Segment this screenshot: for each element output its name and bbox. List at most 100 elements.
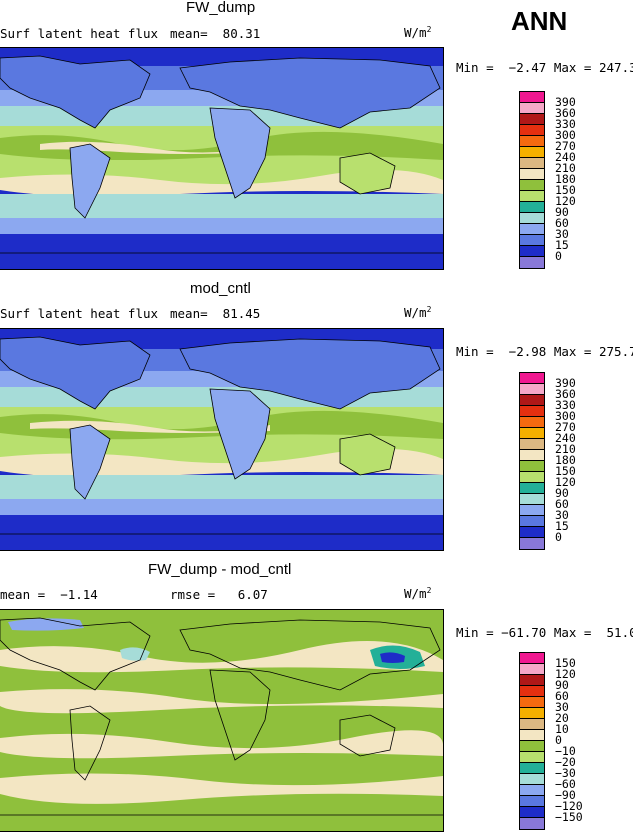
level-label: 30: [555, 700, 569, 714]
swatch: [520, 417, 544, 428]
swatch: [520, 763, 544, 774]
swatch: [520, 191, 544, 202]
level-label: 20: [555, 711, 569, 725]
land-eurasia: [179, 57, 441, 129]
swatch: [520, 406, 544, 417]
panel-3-map-svg: [0, 610, 443, 831]
swatch: [520, 224, 544, 235]
swatch: [520, 373, 544, 384]
swatch: [520, 428, 544, 439]
land-north-america: [0, 336, 151, 410]
level-label: 120: [555, 194, 576, 208]
panel-3-colorbar: [519, 652, 545, 830]
level-label: 270: [555, 420, 576, 434]
level-label: −10: [555, 744, 576, 758]
level-label: −30: [555, 766, 576, 780]
land-eurasia: [179, 338, 441, 410]
panel-1-map-svg: [0, 48, 443, 269]
swatch: [520, 697, 544, 708]
panel-2-minmax: Min = −2.98 Max = 275.74: [456, 344, 633, 359]
swatch: [520, 235, 544, 246]
swatch: [520, 461, 544, 472]
level-label: 10: [555, 722, 569, 736]
swatch: [520, 774, 544, 785]
diff-feature-east-asia-core: [380, 652, 405, 663]
panel-1-minmax: Min = −2.47 Max = 247.37: [456, 60, 633, 75]
band-south-mid: [0, 218, 443, 236]
swatch: [520, 136, 544, 147]
swatch: [520, 125, 544, 136]
swatch: [520, 719, 544, 730]
diff-feature-atlantic: [120, 647, 150, 661]
panel-3-minmax: Min = −61.70 Max = 51.07: [456, 625, 633, 640]
land-africa: [209, 388, 271, 480]
level-label: 15: [555, 238, 569, 252]
swatch: [520, 180, 544, 191]
level-label: 390: [555, 376, 576, 390]
level-label: 60: [555, 497, 569, 511]
diff-feature-northwest: [8, 618, 84, 631]
panel-2-title: mod_cntl: [190, 280, 251, 297]
coast-australia: [339, 714, 396, 757]
level-label: 60: [555, 689, 569, 703]
swatch: [520, 785, 544, 796]
swatch: [520, 708, 544, 719]
swatch: [520, 158, 544, 169]
land-north-america: [0, 55, 151, 129]
level-label: 90: [555, 486, 569, 500]
level-label: 270: [555, 139, 576, 153]
level-label: 300: [555, 128, 576, 142]
land-south-america: [69, 424, 111, 500]
swatch: [520, 246, 544, 257]
swatch: [520, 213, 544, 224]
swatch: [520, 169, 544, 180]
panel-3-map: [0, 609, 444, 832]
band-south-mid: [0, 499, 443, 517]
level-label: 180: [555, 172, 576, 186]
level-label: 240: [555, 431, 576, 445]
swatch: [520, 538, 544, 549]
panel-1-map: [0, 47, 444, 270]
panel-1-colorbar: [519, 91, 545, 269]
swatch: [520, 675, 544, 686]
swatch: [520, 103, 544, 114]
level-label: 90: [555, 678, 569, 692]
band-south-high: [0, 448, 443, 478]
swatch: [520, 483, 544, 494]
level-label: 30: [555, 227, 569, 241]
swatch: [520, 505, 544, 516]
panel-2-map-svg: [0, 329, 443, 550]
swatch: [520, 730, 544, 741]
coast-africa: [209, 669, 271, 761]
panel-1-mean: mean= 80.31: [170, 26, 261, 41]
level-label: 330: [555, 117, 576, 131]
swatch: [520, 653, 544, 664]
land-australia: [339, 152, 396, 195]
swatch: [520, 395, 544, 406]
panel-2-mean: mean= 81.45: [170, 306, 261, 321]
swatch: [520, 384, 544, 395]
band-south-polar: [0, 234, 443, 269]
band-south-sub: [0, 194, 443, 220]
swatch: [520, 439, 544, 450]
panel-3-rmse: rmse = 6.07: [170, 587, 268, 602]
level-label: 180: [555, 453, 576, 467]
diff-band-south: [0, 730, 443, 759]
swatch: [520, 752, 544, 763]
panel-1-variable: Surf latent heat flux: [0, 26, 159, 41]
diff-band-equator: [0, 689, 443, 714]
band-south-high: [0, 169, 443, 197]
level-label: 210: [555, 442, 576, 456]
coast-north-america: [0, 617, 151, 691]
panel-3-mean: mean = −1.14: [0, 587, 98, 602]
level-label: 210: [555, 161, 576, 175]
swatch: [520, 450, 544, 461]
swatch: [520, 494, 544, 505]
level-label: −60: [555, 777, 576, 791]
swatch: [520, 257, 544, 268]
swatch: [520, 516, 544, 527]
panel-1-title: FW_dump: [186, 0, 256, 16]
level-label: 360: [555, 106, 576, 120]
panel-3-units: W/m2: [404, 586, 432, 602]
swatch: [520, 741, 544, 752]
